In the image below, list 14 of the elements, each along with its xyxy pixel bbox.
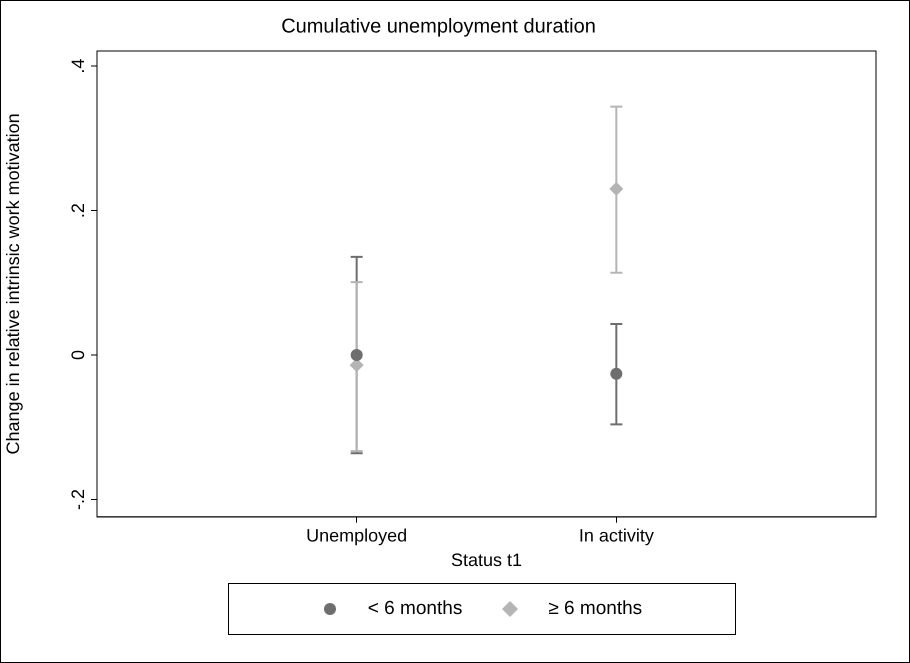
y-tick-label: .2 [68, 203, 88, 218]
y-axis-title: Change in relative intrinsic work motivation [2, 113, 23, 454]
legend-label: < 6 months [368, 598, 462, 620]
legend-label: ≥ 6 months [548, 598, 642, 620]
x-tick-label: Unemployed [306, 526, 408, 546]
chart-title: Cumulative unemployment duration [281, 16, 596, 38]
y-tick-label: .4 [68, 58, 88, 74]
point [610, 368, 622, 380]
y-tick-label: -.2 [68, 488, 88, 510]
x-axis-title: Status t1 [450, 550, 522, 570]
x-tick-label: In activity [578, 526, 654, 546]
y-tick-label: 0 [68, 350, 88, 360]
point [609, 182, 624, 196]
point [350, 349, 363, 362]
